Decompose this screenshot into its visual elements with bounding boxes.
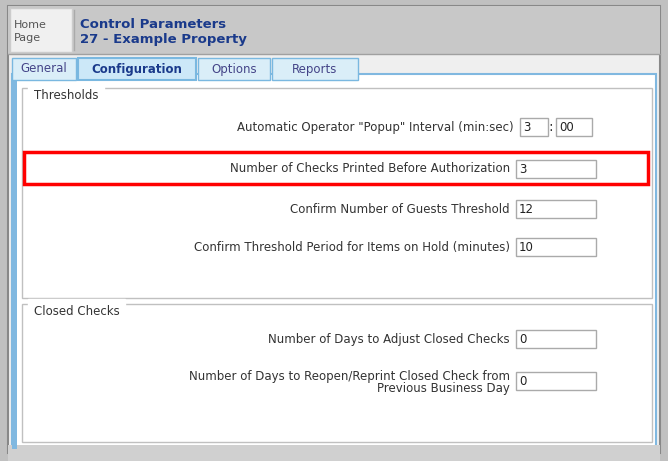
Text: Confirm Threshold Period for Items on Hold (minutes): Confirm Threshold Period for Items on Ho… [194,241,510,254]
Text: 12: 12 [519,202,534,215]
Bar [12,74,17,449]
Bar [516,160,596,178]
Text: 3: 3 [519,162,526,176]
Text: Reports: Reports [293,63,338,76]
Text: 10: 10 [519,241,534,254]
Bar [10,8,72,52]
Text: General: General [21,63,67,76]
Text: Configuration: Configuration [92,63,182,76]
Text: Page: Page [14,33,41,43]
Bar [198,58,270,80]
Bar [24,152,648,184]
Bar [516,330,596,348]
Text: Home: Home [14,20,47,30]
Text: 0: 0 [519,374,526,388]
Bar [272,58,358,80]
Text: Number of Days to Reopen/Reprint Closed Check from: Number of Days to Reopen/Reprint Closed … [189,370,510,383]
Bar [22,88,652,298]
Text: Confirm Number of Guests Threshold: Confirm Number of Guests Threshold [291,202,510,215]
Text: 3: 3 [523,120,530,134]
Bar [8,445,660,461]
Bar [516,200,596,218]
Text: :: : [548,120,553,134]
Text: Thresholds: Thresholds [34,89,98,102]
Text: Number of Days to Adjust Closed Checks: Number of Days to Adjust Closed Checks [269,332,510,345]
Text: Control Parameters: Control Parameters [80,18,226,31]
Bar [516,372,596,390]
Bar [520,118,548,136]
Text: 27 - Example Property: 27 - Example Property [80,33,247,46]
Bar [516,238,596,256]
Bar [8,6,660,54]
Bar [78,58,196,80]
Bar [12,74,656,449]
Bar [22,304,652,442]
Text: Closed Checks: Closed Checks [34,305,120,318]
Bar [12,58,76,80]
Bar [556,118,592,136]
Text: Automatic Operator "Popup" Interval (min:sec): Automatic Operator "Popup" Interval (min… [237,120,514,134]
Text: 0: 0 [519,332,526,345]
Text: Previous Business Day: Previous Business Day [377,382,510,395]
Text: Number of Checks Printed Before Authorization: Number of Checks Printed Before Authoriz… [230,161,510,175]
Text: 00: 00 [559,120,574,134]
Text: Options: Options [211,63,257,76]
